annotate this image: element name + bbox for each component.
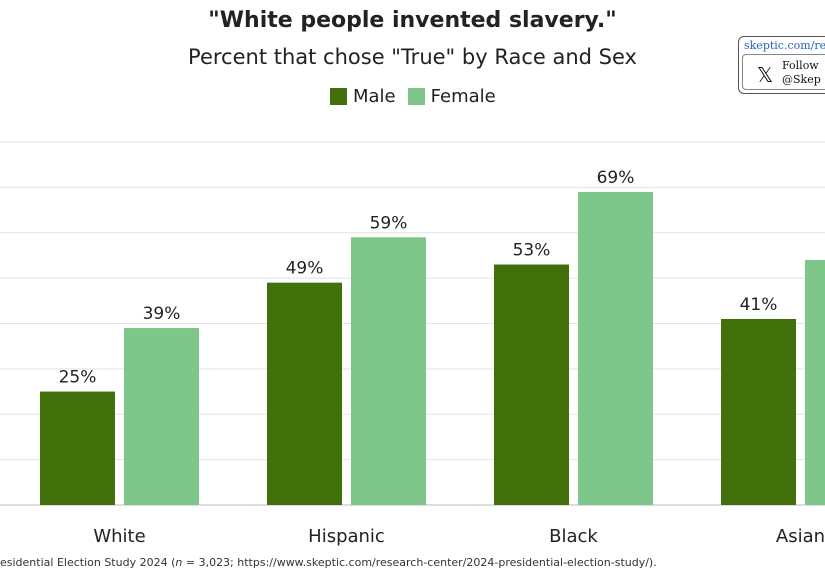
footer-n: n xyxy=(175,556,183,569)
x-logo-icon: 𝕏 xyxy=(757,63,774,87)
bar-female-hispanic xyxy=(351,237,426,505)
source-footnote: esidential Election Study 2024 (n = 3,02… xyxy=(0,556,657,569)
category-label-hispanic: Hispanic xyxy=(308,526,385,547)
badge-url[interactable]: skeptic.com/res xyxy=(744,39,825,52)
chart-subtitle: Percent that chose "True" by Race and Se… xyxy=(188,45,637,69)
follow-text: Follow @Skep xyxy=(782,59,821,87)
data-label-male-black: 53% xyxy=(513,241,551,261)
bar-male-hispanic xyxy=(267,282,342,505)
legend-label-female: Female xyxy=(430,86,496,107)
legend-item-female: Female xyxy=(407,86,496,107)
legend-swatch-male xyxy=(330,88,347,105)
chart-title: "White people invented slavery." xyxy=(208,8,617,33)
follow-label: Follow xyxy=(782,59,819,72)
data-label-male-hispanic: 49% xyxy=(286,259,324,279)
data-label-female-white: 39% xyxy=(143,304,181,324)
bar-female-white xyxy=(124,328,199,505)
bar-chart: 25%39%White49%59%Hispanic53%69%Black41%5… xyxy=(0,141,825,547)
legend: Male Female xyxy=(330,86,508,107)
follow-badge[interactable]: skeptic.com/res 𝕏 Follow @Skep xyxy=(738,36,825,94)
category-label-asian: Asian xyxy=(776,526,825,547)
follow-handle: @Skep xyxy=(782,73,821,86)
footer-suffix: = 3,023; https://www.skeptic.com/researc… xyxy=(182,556,657,569)
data-label-female-hispanic: 59% xyxy=(370,213,408,233)
footer-prefix: esidential Election Study 2024 ( xyxy=(0,556,176,569)
legend-label-male: Male xyxy=(353,86,396,107)
bar-female-asian xyxy=(805,259,825,505)
bar-male-black xyxy=(494,264,569,505)
data-label-male-white: 25% xyxy=(59,368,97,388)
follow-box[interactable] xyxy=(742,54,825,90)
legend-item-male: Male xyxy=(330,86,396,107)
bar-male-white xyxy=(40,391,115,505)
category-label-white: White xyxy=(93,526,145,547)
data-label-female-black: 69% xyxy=(597,168,635,188)
category-label-black: Black xyxy=(549,526,598,547)
bar-male-asian xyxy=(721,318,796,505)
legend-swatch-female xyxy=(407,88,425,105)
bar-female-black xyxy=(578,191,653,505)
data-label-male-asian: 41% xyxy=(740,295,778,315)
